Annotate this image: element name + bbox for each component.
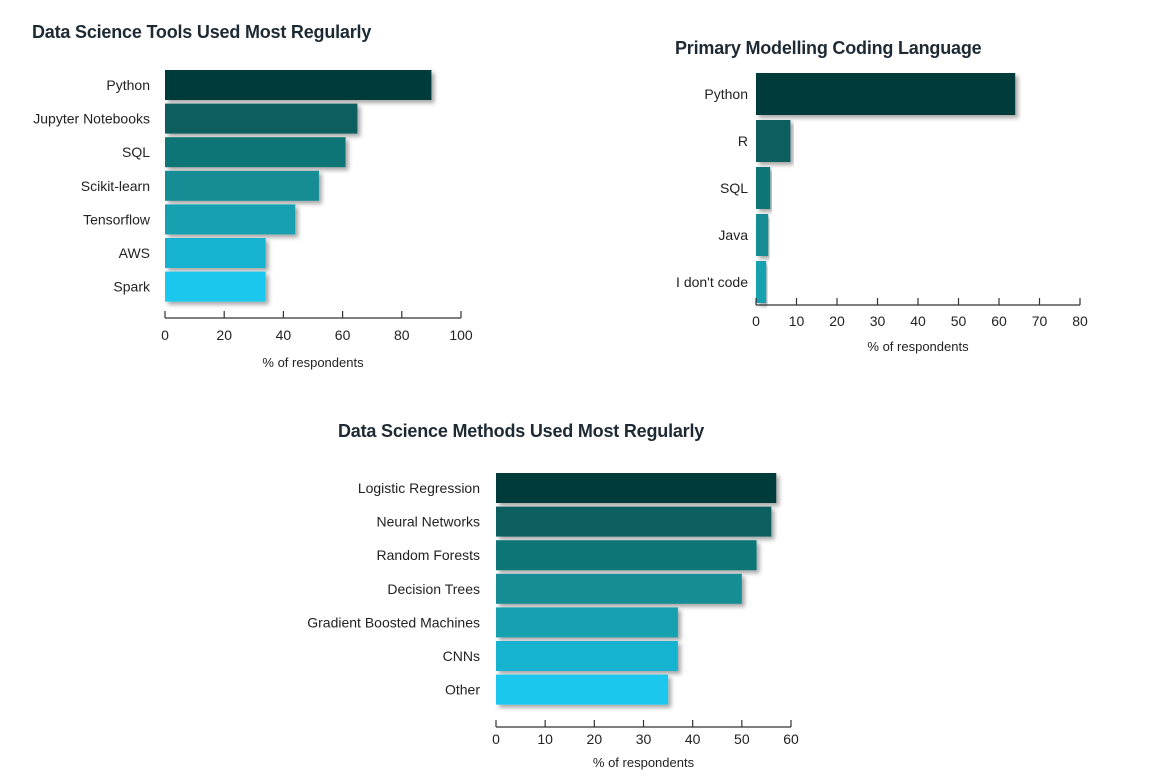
category-label-sql: SQL — [122, 144, 150, 160]
category-label-logistic-regression: Logistic Regression — [358, 480, 480, 496]
x-tick-label: 10 — [789, 313, 805, 329]
category-label-jupyter-notebooks: Jupyter Notebooks — [33, 111, 150, 127]
x-tick-label: 40 — [685, 731, 701, 747]
chart-languages: Python R SQL Java I don't code 0 10 20 30 40 50 60 7… — [676, 73, 1088, 354]
category-label-tensorflow: Tensorflow — [83, 211, 151, 227]
bar-sql — [165, 137, 346, 168]
x-tick-label: 80 — [394, 327, 410, 343]
category-label-cnns: CNNs — [443, 648, 480, 664]
category-label-decision-trees: Decision Trees — [387, 581, 480, 597]
x-tick-label: 80 — [1072, 313, 1088, 329]
x-tick-label: 50 — [734, 731, 750, 747]
category-label-scikit-learn: Scikit-learn — [81, 178, 150, 194]
category-label-gradient-boosted-machines: Gradient Boosted Machines — [307, 614, 480, 630]
bar-other — [496, 674, 669, 705]
category-label-other: Other — [445, 682, 480, 698]
bar-jupyter-notebooks — [165, 103, 358, 134]
category-label-spark: Spark — [113, 279, 151, 295]
x-tick-label: 70 — [1032, 313, 1048, 329]
bar-sql — [756, 167, 771, 209]
bar-aws — [165, 238, 266, 268]
x-axis-title: % of respondents — [867, 339, 969, 354]
chart-title-languages: Primary Modelling Coding Language — [675, 38, 982, 58]
bar-r — [756, 120, 791, 162]
bar-tensorflow — [165, 204, 296, 235]
category-label-python: Python — [106, 77, 150, 93]
x-tick-label: 30 — [636, 731, 652, 747]
bar-logistic-regression — [496, 473, 777, 503]
chart-tools: Python Jupyter Notebooks SQL Scikit-learn Te… — [33, 70, 473, 370]
x-tick-label: 0 — [752, 313, 760, 329]
chart-title-tools: Data Science Tools Used Most Regularly — [32, 22, 372, 42]
x-axis-title: % of respondents — [593, 755, 695, 770]
x-tick-label: 20 — [216, 327, 232, 343]
x-tick-label: 20 — [587, 731, 603, 747]
bar-i-don-t-code — [756, 261, 767, 303]
x-tick-label: 0 — [492, 731, 500, 747]
category-label-neural-networks: Neural Networks — [377, 514, 480, 530]
x-tick-label: 0 — [161, 327, 169, 343]
chart-methods: Logistic Regression Neural Networks Random… — [307, 473, 799, 770]
bar-scikit-learn — [165, 170, 319, 201]
category-label-sql: SQL — [720, 180, 748, 196]
bar-decision-trees — [496, 573, 742, 604]
bar-gradient-boosted-machines — [496, 607, 678, 638]
x-tick-label: 40 — [910, 313, 926, 329]
category-label-i-don-t-code: I don't code — [676, 274, 748, 290]
x-tick-label: 100 — [449, 327, 473, 343]
category-label-python: Python — [704, 86, 748, 102]
x-tick-label: 30 — [870, 313, 886, 329]
category-label-random-forests: Random Forests — [377, 547, 480, 563]
x-tick-label: 60 — [991, 313, 1007, 329]
category-label-aws: AWS — [119, 245, 150, 261]
bar-cnns — [496, 641, 678, 671]
chart-title-methods: Data Science Methods Used Most Regularly — [338, 421, 705, 441]
bar-python — [165, 70, 432, 100]
x-axis-title: % of respondents — [262, 355, 364, 370]
x-tick-label: 20 — [829, 313, 845, 329]
bar-random-forests — [496, 540, 757, 571]
x-tick-label: 60 — [335, 327, 351, 343]
bar-neural-networks — [496, 506, 772, 537]
x-tick-label: 60 — [783, 731, 799, 747]
category-label-r: R — [738, 133, 748, 149]
category-label-java: Java — [718, 227, 748, 243]
x-tick-label: 10 — [537, 731, 553, 747]
bar-python — [756, 73, 1016, 115]
bar-java — [756, 214, 769, 256]
bar-spark — [165, 271, 266, 302]
x-tick-label: 50 — [951, 313, 967, 329]
x-tick-label: 40 — [276, 327, 292, 343]
